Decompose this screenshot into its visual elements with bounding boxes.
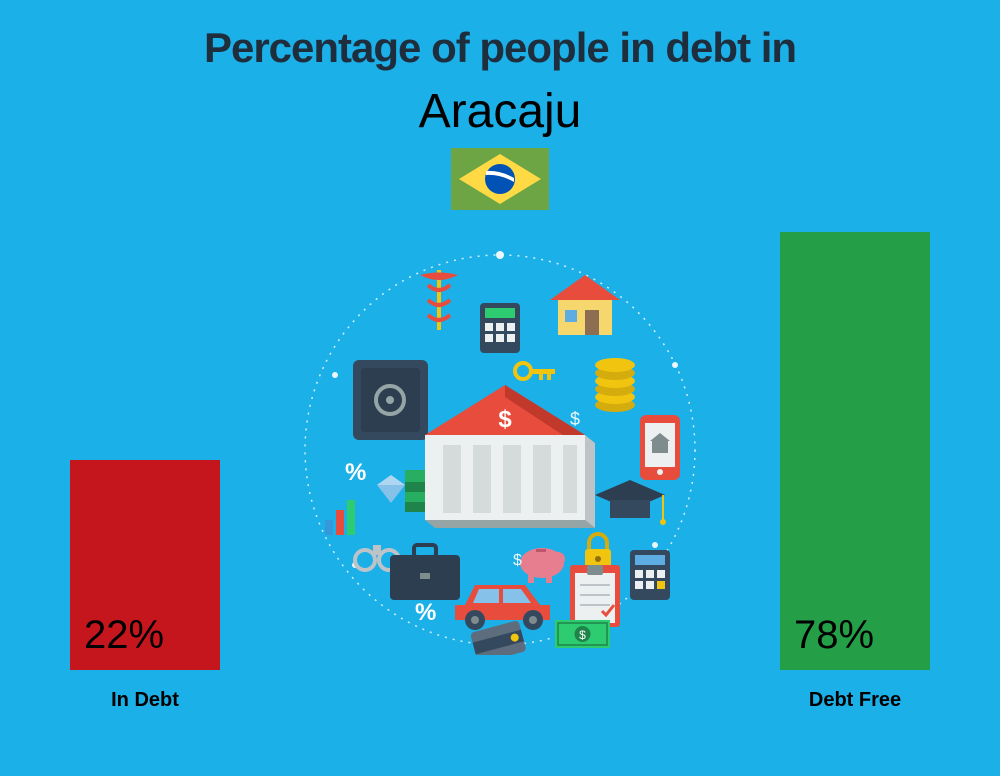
in-debt-value: 22% <box>84 613 164 658</box>
debt-free-value: 78% <box>794 613 874 658</box>
finance-illustration: % $ <box>295 245 705 655</box>
calculator2-icon <box>630 550 670 600</box>
gradcap-icon <box>595 480 666 525</box>
calculator-icon <box>480 303 520 353</box>
brazil-flag-icon <box>451 148 549 210</box>
bank-icon: $ <box>425 385 595 528</box>
car-icon <box>455 585 550 630</box>
percent2-icon: % <box>415 599 436 626</box>
svg-text:$: $ <box>570 409 580 429</box>
piggy-icon <box>520 548 565 583</box>
debt-free-label: Debt Free <box>780 689 930 712</box>
svg-text:$: $ <box>498 406 512 433</box>
safe-icon <box>353 360 428 440</box>
dollarbill-icon: $ <box>555 620 610 648</box>
clipboard-icon <box>570 565 620 627</box>
diamond-icon <box>377 475 405 503</box>
page-title: Percentage of people in debt in <box>0 24 1000 72</box>
in-debt-label: In Debt <box>70 689 220 712</box>
coins-icon <box>595 358 635 412</box>
percent-icon: % <box>345 459 366 486</box>
house-icon <box>550 275 620 335</box>
svg-text:%: % <box>345 459 366 486</box>
caduceus-icon <box>420 270 458 330</box>
svg-text:$: $ <box>579 628 586 642</box>
briefcase-icon <box>390 545 460 600</box>
phone-icon <box>640 415 680 480</box>
svg-text:$: $ <box>513 552 522 569</box>
key-icon <box>515 363 555 380</box>
debt-free-bar: 78% Debt Free <box>780 232 930 670</box>
in-debt-bar: 22% In Debt <box>70 460 220 670</box>
barchart-icon <box>325 500 355 535</box>
city-subtitle: Aracaju <box>0 84 1000 139</box>
